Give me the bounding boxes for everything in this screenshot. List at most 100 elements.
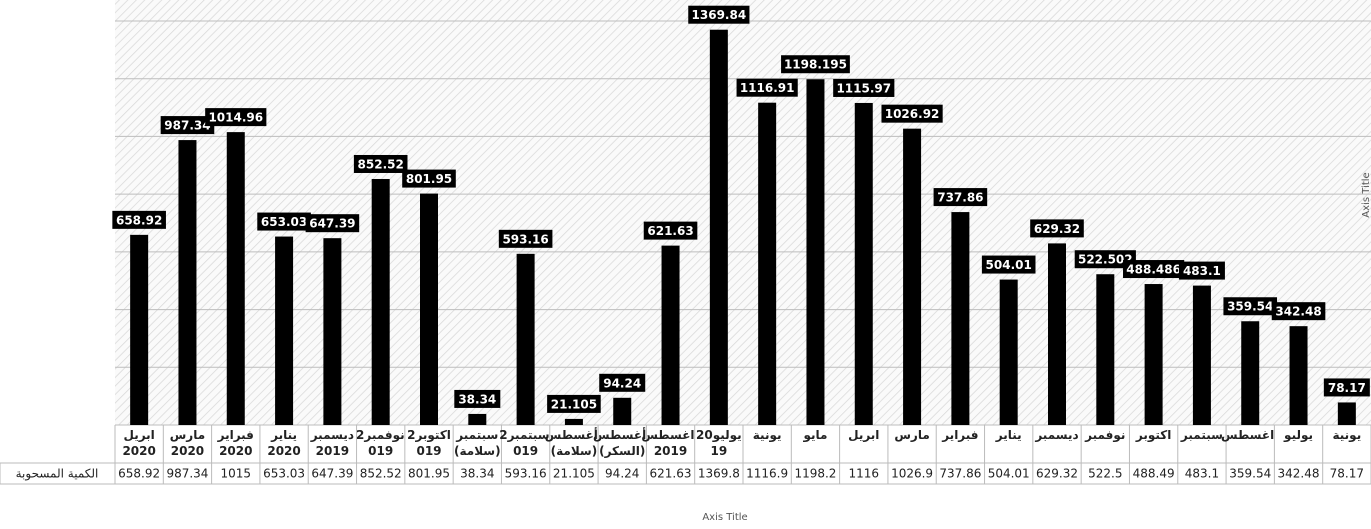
bar xyxy=(1048,243,1066,425)
table-value: 504.01 xyxy=(988,467,1030,481)
bar xyxy=(709,29,728,426)
x-tick-label: اكتوبر xyxy=(1135,428,1172,442)
y-axis-title: Axis Title xyxy=(1361,172,1371,217)
x-tick-label: نوفمبر xyxy=(1085,428,1126,442)
data-label: 1198.195 xyxy=(784,58,847,72)
table-value: 653.03 xyxy=(263,467,305,481)
table-value: 1026.9 xyxy=(891,467,933,481)
x-tick-label: اكتوبر2 019 xyxy=(407,428,451,458)
x-tick-label: يوليو20 19 xyxy=(696,428,742,458)
table-value: 1116.9 xyxy=(746,467,788,481)
x-tick-label: مارس xyxy=(894,428,930,442)
x-tick-label: يناير xyxy=(995,428,1022,442)
data-label: 852.52 xyxy=(358,157,404,171)
data-label-box xyxy=(1223,297,1278,316)
data-label: 359.54 xyxy=(1227,300,1273,314)
x-tick-label: أغسطس (سلامة) xyxy=(544,428,598,458)
table-value: 647.39 xyxy=(311,467,353,481)
data-label-box xyxy=(257,212,311,231)
bar xyxy=(1144,284,1163,425)
data-label: 1369.84 xyxy=(692,8,747,22)
data-label: 621.63 xyxy=(647,224,693,238)
x-tick-label: ديسمبر 2019 xyxy=(310,428,355,458)
x-tick-label: فبراير 2020 xyxy=(217,428,254,458)
data-label: 38.34 xyxy=(458,392,496,406)
table-value: 737.86 xyxy=(939,467,981,481)
data-label-box xyxy=(981,255,1036,274)
data-label: 801.95 xyxy=(406,172,452,186)
x-tick-label: مايو xyxy=(803,428,828,442)
data-label-box xyxy=(205,108,267,127)
bar xyxy=(854,102,873,425)
x-tick-label: اغسطس xyxy=(1221,428,1275,442)
bar xyxy=(564,418,583,425)
table-value: 658.92 xyxy=(118,467,160,481)
data-label-box xyxy=(781,55,850,74)
data-label: 483.1 xyxy=(1183,264,1221,278)
data-label: 593.16 xyxy=(502,232,548,246)
bar xyxy=(1192,285,1211,425)
bar xyxy=(420,193,438,425)
table-value: 629.32 xyxy=(1036,467,1078,481)
table-value: 1015 xyxy=(220,467,251,481)
data-label-box xyxy=(547,394,601,413)
bar xyxy=(903,128,922,426)
data-label-box xyxy=(736,78,798,97)
data-label-box xyxy=(881,104,943,123)
data-label: 1116.91 xyxy=(740,81,795,95)
bar xyxy=(1096,274,1115,425)
bar xyxy=(1337,402,1356,425)
bar xyxy=(178,140,197,425)
data-label-box xyxy=(599,373,646,392)
x-tick-label: ابريل xyxy=(848,428,880,442)
data-label: 1014.96 xyxy=(208,111,263,125)
data-label-box xyxy=(498,229,553,248)
x-tick-label: سبتمبر (سلامة) xyxy=(454,428,501,458)
table-value: 593.16 xyxy=(505,467,547,481)
table-value: 1198.2 xyxy=(794,467,836,481)
x-tick-label: ابريل 2020 xyxy=(122,428,156,458)
data-label: 658.92 xyxy=(116,213,162,227)
data-label: 21.105 xyxy=(551,397,597,411)
data-label: 78.17 xyxy=(1328,381,1366,395)
x-tick-label: يناير 2020 xyxy=(267,428,301,458)
x-tick-label: نوفمبر2 019 xyxy=(356,428,405,458)
table-value: 38.34 xyxy=(460,467,494,481)
data-label: 1026.92 xyxy=(885,107,940,121)
table-value: 483.1 xyxy=(1185,467,1219,481)
bar xyxy=(951,212,970,425)
table-value: 852.52 xyxy=(360,467,402,481)
bar xyxy=(516,253,535,425)
data-label-box xyxy=(933,188,988,207)
x-tick-label: ديسمبر xyxy=(1035,428,1079,442)
data-label-box xyxy=(112,210,166,229)
bar xyxy=(613,397,632,425)
table-value: 488.49 xyxy=(1133,467,1175,481)
data-label: 522.502 xyxy=(1078,253,1133,267)
data-label: 653.03 xyxy=(261,215,307,229)
bar xyxy=(1289,326,1308,425)
plot-area xyxy=(115,0,1371,425)
table-value: 21.105 xyxy=(553,467,595,481)
data-label-box xyxy=(305,214,360,233)
table-row-label: الكمية المسحوبة xyxy=(16,467,99,482)
table-value: 1116 xyxy=(848,467,879,481)
table-value: 987.34 xyxy=(166,467,208,481)
table-value: 342.48 xyxy=(1278,467,1320,481)
bar xyxy=(226,132,245,425)
table-value: 78.17 xyxy=(1330,467,1364,481)
table-value: 621.63 xyxy=(650,467,692,481)
bar xyxy=(999,279,1018,425)
x-tick-label: سبتمبر xyxy=(1180,428,1223,442)
table-value: 94.24 xyxy=(605,467,639,481)
data-label-box xyxy=(402,169,456,188)
bar xyxy=(468,413,487,425)
data-label-box xyxy=(160,116,215,135)
x-tick-label: يونية xyxy=(752,428,782,442)
x-tick-label: فبراير xyxy=(942,428,979,442)
bar xyxy=(323,238,342,425)
x-tick-label: سبتمبر2 019 xyxy=(499,428,550,458)
data-label: 1115.97 xyxy=(836,81,891,95)
x-tick-label: يوليو xyxy=(1284,428,1314,442)
